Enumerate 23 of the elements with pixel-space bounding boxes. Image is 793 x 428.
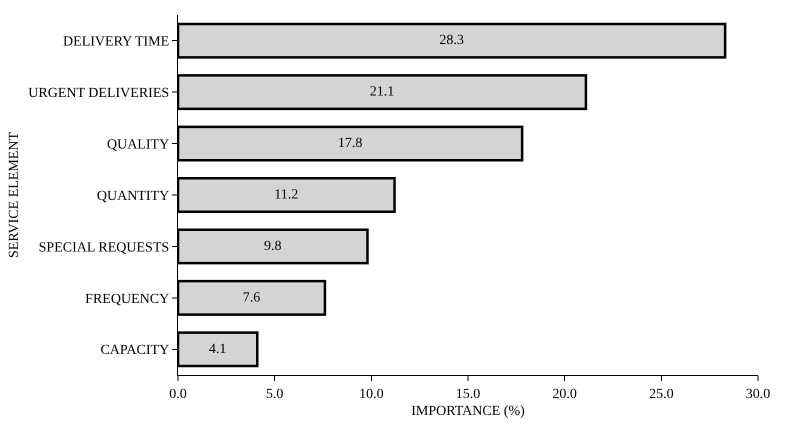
y-tick-label: CAPACITY <box>100 343 170 358</box>
y-tick-label: QUALITY <box>106 137 170 152</box>
y-tick-label: QUANTITY <box>96 188 170 204</box>
y-tick-label: DELIVERY TIME <box>63 34 170 50</box>
x-tick-label: 20.0 <box>552 386 577 402</box>
data-label: 21.1 <box>370 84 394 100</box>
data-label: 28.3 <box>439 33 464 48</box>
y-tick-label: SPECIAL REQUESTS <box>38 240 170 256</box>
y-axis-title: SERVICE ELEMENT <box>6 132 22 258</box>
data-label: 4.1 <box>208 342 226 357</box>
data-label: 7.6 <box>242 290 260 306</box>
x-tick-label: 30.0 <box>746 386 770 402</box>
x-tick-label: 5.0 <box>266 386 284 402</box>
y-tick-label: URGENT DELIVERIES <box>28 86 170 102</box>
x-tick-label: 15.0 <box>456 386 480 402</box>
x-tick-label: 10.0 <box>359 386 384 402</box>
x-tick-label: 25.0 <box>649 386 674 402</box>
data-label: 11.2 <box>274 188 298 202</box>
data-label: 17.8 <box>338 136 362 152</box>
data-label: 9.8 <box>264 238 282 254</box>
x-tick-label: 0.0 <box>169 386 187 402</box>
x-axis-title: IMPORTANCE (%) <box>411 404 526 420</box>
y-tick-label: FREQUENCY <box>85 292 170 307</box>
